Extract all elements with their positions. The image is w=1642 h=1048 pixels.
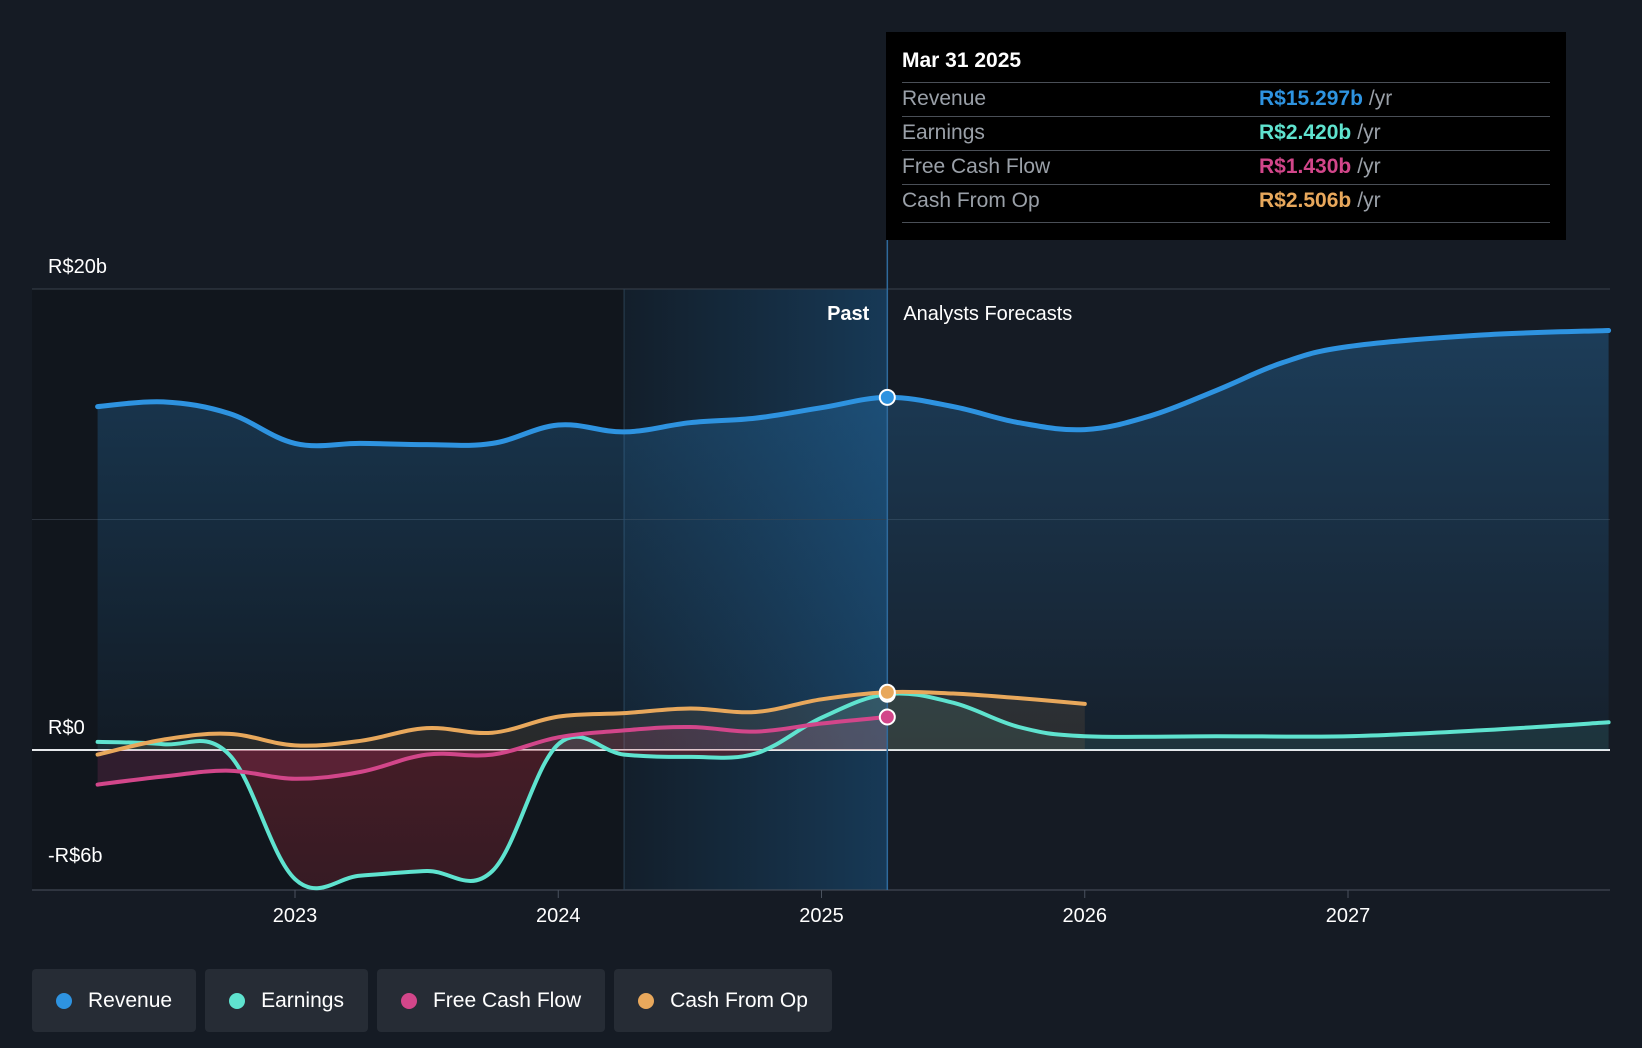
marker-free-cash-flow — [878, 708, 896, 726]
series-markers — [878, 388, 896, 726]
tooltip-row-cash-from-op: Cash From Op R$2.506b/yr — [902, 184, 1550, 219]
tooltip-row-label: Free Cash Flow — [902, 155, 1051, 178]
legend-label: Earnings — [261, 988, 344, 1012]
tooltip-row-earnings: Earnings R$2.420b/yr — [902, 116, 1550, 151]
tooltip-divider — [902, 222, 1550, 223]
tooltip-row-value: R$2.420b/yr — [1259, 121, 1381, 144]
x-tick-label: 2027 — [1326, 905, 1371, 927]
series-lines — [95, 328, 1612, 891]
past-label: Past — [827, 303, 870, 325]
revenue-dot-icon — [56, 992, 72, 1009]
tooltip-date: Mar 31 2025 — [902, 49, 1022, 72]
tooltip-row-revenue: Revenue R$15.297b/yr — [902, 82, 1550, 117]
chart-legend: Revenue Earnings Free Cash Flow Cash Fro… — [32, 969, 832, 1032]
series-line-cash-from-op — [95, 689, 1087, 757]
legend-item-earnings[interactable]: Earnings — [205, 969, 368, 1032]
free-cash-flow-area — [97, 717, 888, 785]
series-line-free-cash-flow — [95, 715, 890, 787]
legend-item-free-cash-flow[interactable]: Free Cash Flow — [376, 969, 606, 1032]
y-axis-zero-label: R$0 — [48, 717, 85, 739]
x-axis-ticks: 2023 2024 2025 2026 2027 — [273, 890, 1371, 927]
earnings-negative-area — [97, 750, 1609, 889]
marker-cash-from-op — [878, 683, 896, 701]
x-tick-label: 2025 — [799, 905, 844, 927]
x-tick-label: 2023 — [273, 905, 318, 927]
x-tick-label: 2024 — [536, 905, 581, 927]
legend-label: Cash From Op — [670, 988, 808, 1012]
tooltip-row-value: R$1.430b/yr — [1259, 155, 1381, 178]
tooltip-row-label: Earnings — [902, 121, 985, 144]
x-tick-label: 2026 — [1063, 905, 1108, 927]
legend-label: Revenue — [88, 988, 173, 1012]
tooltip-row-value: R$15.297b/yr — [1259, 87, 1393, 110]
forecast-label: Analysts Forecasts — [903, 303, 1072, 325]
cash-from-op-area — [97, 691, 1085, 755]
legend-item-revenue[interactable]: Revenue — [32, 969, 197, 1032]
series-line-revenue — [95, 328, 1612, 449]
data-tooltip: Mar 31 2025 Revenue R$15.297b/yr Earning… — [886, 32, 1566, 240]
series-line-earnings — [95, 691, 1611, 891]
revenue-area — [97, 330, 1609, 750]
tooltip-row-label: Revenue — [902, 87, 987, 110]
y-axis-top-label: R$20b — [48, 256, 107, 278]
marker-revenue — [878, 388, 896, 406]
legend-label: Free Cash Flow — [432, 988, 582, 1012]
tooltip-row-free-cash-flow: Free Cash Flow R$1.430b/yr — [902, 150, 1550, 185]
tooltip-row-value: R$2.506b/yr — [1259, 189, 1381, 212]
legend-item-cash-from-op[interactable]: Cash From Op — [614, 969, 832, 1032]
tooltip-row-label: Cash From Op — [902, 189, 1040, 212]
cash-from-op-dot-icon — [638, 992, 655, 1009]
y-axis-bottom-label: -R$6b — [48, 845, 102, 867]
earnings-dot-icon — [229, 992, 246, 1009]
free-cash-flow-dot-icon — [400, 992, 417, 1009]
